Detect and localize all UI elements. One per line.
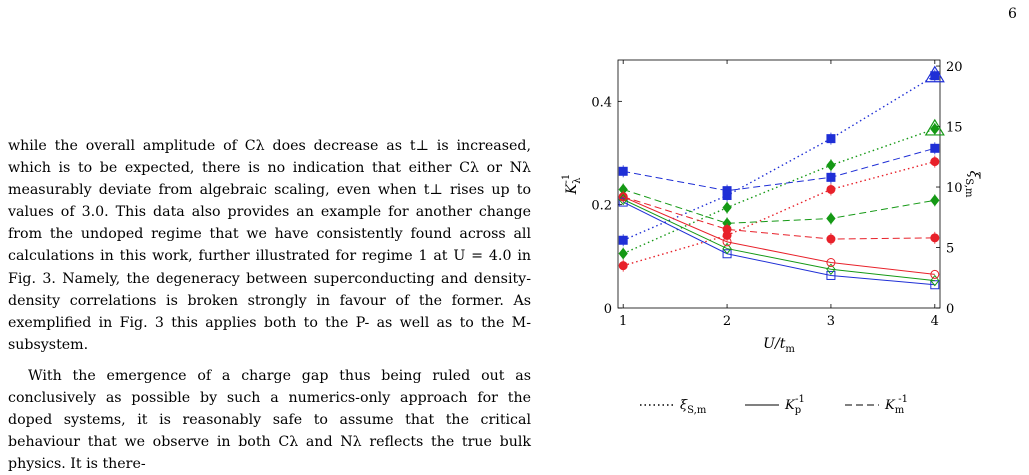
data-point-6 [618, 197, 628, 207]
series-line-5 [623, 196, 935, 240]
end-marker-1 [924, 118, 945, 136]
data-point-7 [722, 242, 732, 255]
data-point-6 [930, 280, 940, 290]
series-line-6 [622, 201, 935, 286]
data-point-3 [930, 143, 940, 153]
series-line-4 [623, 188, 935, 224]
paragraph-1: while the overall amplitude of Cλ does d… [8, 138, 531, 353]
series-line-2 [622, 160, 935, 267]
data-point-8 [722, 237, 732, 247]
series-line-7 [622, 199, 935, 282]
series-line-1 [622, 128, 936, 255]
data-point-2 [618, 261, 628, 271]
data-point-8 [930, 269, 940, 279]
data-point-1 [722, 201, 732, 214]
data-point-8 [618, 192, 628, 202]
x-tick-label: 3 [827, 314, 835, 329]
y-left-tick-label: 0.2 [591, 199, 612, 214]
y-left-axis-label-group: Kλ-1 [561, 174, 583, 196]
data-point-2 [826, 184, 836, 194]
data-point-2 [930, 157, 940, 167]
data-point-1 [930, 123, 940, 135]
data-point-0 [930, 71, 940, 81]
series-line-0 [622, 75, 936, 241]
data-point-6 [826, 270, 836, 280]
data-point-3 [826, 172, 836, 182]
data-point-3 [722, 186, 732, 196]
page-number: 6 [1008, 6, 1017, 22]
data-point-5 [826, 234, 836, 244]
figure: 1 2 3 4 0 0.2 0.4 0 5 10 15 20 U/tm Kλ-1 ξS,m ξS,m Kp-1 K… [560, 40, 1000, 440]
data-point-5 [930, 233, 940, 243]
body-text-column: while the overall amplitude of Cλ does d… [8, 135, 531, 475]
series-line-8 [622, 196, 935, 275]
y-right-axis-label-group: ξS,m [963, 171, 982, 198]
data-point-0 [826, 134, 836, 144]
y-right-tick-label: 20 [946, 60, 963, 75]
data-point-1 [826, 159, 836, 172]
data-point-4 [930, 194, 940, 207]
data-point-1 [618, 247, 628, 260]
data-point-7 [930, 274, 940, 287]
data-point-8 [826, 258, 836, 268]
y-right-tick-label: 0 [946, 302, 954, 317]
y-right-tick-label: 15 [946, 121, 963, 136]
data-point-4 [826, 212, 836, 225]
paragraph-2: With the emergence of a charge gap thus … [8, 367, 531, 473]
y-right-axis-label: ξS,m [963, 171, 982, 198]
data-point-3 [618, 166, 628, 176]
y-left-axis-label: Kλ-1 [561, 174, 583, 196]
legend-label-solid: Kp-1 [784, 394, 805, 416]
y-left-tick-label: 0.4 [591, 95, 612, 110]
x-tick-label: 4 [931, 314, 939, 329]
data-point-0 [618, 235, 628, 245]
x-tick-label: 2 [723, 314, 731, 329]
y-left-tick-label: 0 [604, 302, 612, 317]
y-right-tick-label: 5 [946, 242, 954, 257]
data-point-5 [722, 224, 732, 234]
y-right-tick-label: 10 [946, 181, 963, 196]
x-axis-label: U/tm [763, 336, 795, 355]
end-marker-0 [924, 65, 945, 83]
legend-label-dotted: ξS,m [680, 398, 707, 416]
data-point-7 [826, 263, 836, 276]
plot-frame [617, 59, 941, 309]
data-point-6 [722, 249, 732, 259]
legend-label-dashed: Km-1 [884, 394, 908, 416]
x-tick-label: 1 [619, 314, 627, 329]
series-line-3 [623, 147, 935, 192]
